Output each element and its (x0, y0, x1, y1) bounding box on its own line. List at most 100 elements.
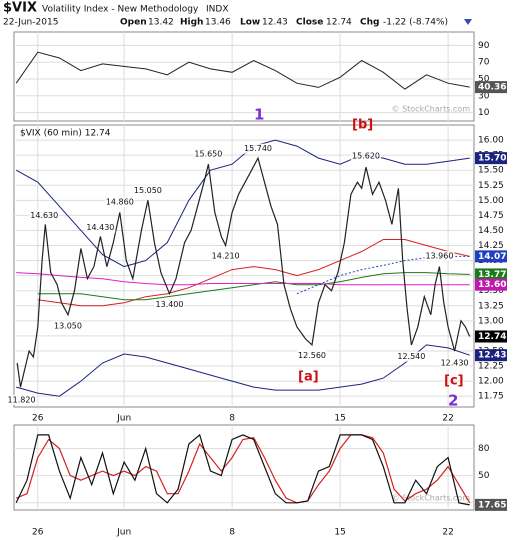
series-line (15, 139, 470, 268)
y-tick-label: 12.25 (478, 362, 504, 372)
value-marker (475, 81, 507, 94)
series-line (16, 156, 471, 388)
y-tick-label: 13.50 (478, 286, 504, 296)
series-line (16, 344, 470, 397)
wave-label: [b] (352, 118, 373, 133)
y-tick-label: 50 (478, 471, 490, 481)
value-marker-label: 13.77 (478, 270, 506, 280)
x-tick-label: 26 (32, 414, 44, 424)
y-tick-label: 50 (478, 75, 490, 85)
x-tick-label: Jun (116, 414, 131, 424)
price-annotation: 14.210 (212, 251, 240, 260)
price-annotation: 15.740 (244, 144, 272, 153)
value-marker-label: 12.74 (478, 332, 506, 342)
y-tick-label: 14.25 (478, 241, 504, 251)
y-tick-label: 10 (478, 108, 490, 118)
annotation-box (396, 351, 427, 362)
y-tick-label: 80 (478, 444, 490, 454)
value-marker (475, 330, 507, 343)
annotation-box (29, 210, 60, 221)
change: -1.22 (-8.74%) (383, 18, 448, 28)
open: 13.42 (148, 18, 174, 28)
series-line (16, 272, 470, 286)
value-marker (475, 268, 507, 281)
price-annotation: 13.400 (155, 300, 183, 309)
value-marker (475, 278, 507, 291)
annotation-box (154, 299, 185, 310)
annotation-box (85, 222, 116, 233)
price-annotation: 13.050 (54, 321, 82, 330)
price-annotation: 13.960 (425, 251, 453, 260)
high: 13.46 (205, 18, 231, 28)
y-tick-label: 14.75 (478, 211, 504, 221)
annotation-box (104, 196, 135, 207)
annotation-box (243, 143, 274, 154)
annotation-box (297, 350, 328, 361)
value-marker (475, 250, 507, 263)
menu-arrow[interactable] (464, 19, 472, 25)
watermark: © StockCharts.com (392, 494, 471, 503)
value-marker (475, 349, 507, 362)
y-tick-label: 15.50 (478, 166, 504, 176)
panel-frame (13, 124, 475, 408)
y-tick-label: 13.25 (478, 301, 504, 311)
y-tick-label: 13.00 (478, 316, 504, 326)
wave-label: 1 (254, 106, 264, 124)
chg-label: Chg (360, 18, 379, 28)
value-marker-label: 13.60 (478, 280, 506, 290)
value-marker (475, 498, 507, 511)
x-tick-label: Jun (116, 528, 131, 538)
x-tick-label: 22 (442, 528, 453, 538)
price-annotation: 12.430 (441, 359, 469, 368)
y-tick-label: 14.50 (478, 226, 504, 236)
y-tick-label: 11.75 (478, 392, 504, 402)
date: 22-Jun-2015 (3, 18, 58, 28)
value-marker-label: 14.07 (478, 252, 506, 262)
annotation-box (439, 358, 470, 369)
value-marker-label: 15.70 (478, 154, 506, 164)
legend: $VIX (60 min) 12.74 (20, 129, 111, 139)
low-label: Low (240, 18, 260, 28)
price-annotation: 15.620 (352, 151, 380, 160)
y-tick-label: 15.00 (478, 196, 504, 206)
wave-label: [a] (298, 370, 319, 385)
price-annotation: 11.820 (8, 395, 36, 404)
index-name: Volatility Index - New Methodology (42, 5, 199, 15)
price-annotation: 15.050 (134, 186, 162, 195)
symbol: $VIX (3, 1, 37, 16)
value-marker-label: 40.36 (478, 83, 506, 93)
x-tick-label: 26 (32, 528, 44, 538)
annotation-box (424, 250, 455, 261)
y-tick-label: 30 (478, 91, 490, 101)
series-line (37, 272, 470, 301)
price-annotation: 12.540 (397, 352, 425, 361)
high-label: High (180, 18, 203, 28)
price-annotation: 14.860 (106, 197, 134, 206)
value-marker-label: 17.65 (478, 500, 506, 510)
x-tick-label: 8 (229, 414, 235, 424)
series-line (15, 51, 470, 90)
price-annotation: 14.630 (30, 211, 58, 220)
value-marker (475, 152, 507, 165)
series-line (15, 433, 470, 506)
series-line (15, 434, 471, 504)
x-tick-label: 22 (442, 414, 453, 424)
exchange: INDX (206, 5, 228, 15)
x-tick-label: 15 (334, 414, 345, 424)
watermark: © StockCharts.com (392, 105, 471, 114)
panel-frame (13, 31, 475, 122)
low: 12.43 (262, 18, 288, 28)
open-label: Open (120, 18, 147, 28)
x-tick-label: 8 (229, 528, 235, 538)
wave-label: 2 (448, 392, 458, 410)
close: 12.74 (326, 18, 352, 28)
y-tick-label: 70 (478, 58, 490, 68)
close-label: Close (296, 18, 323, 28)
annotation-box (52, 320, 83, 331)
annotation-box (132, 185, 163, 196)
annotation-box (351, 150, 382, 161)
wave-label: [c] (444, 374, 464, 389)
y-tick-label: 15.25 (478, 181, 504, 191)
annotation-box (193, 149, 224, 160)
